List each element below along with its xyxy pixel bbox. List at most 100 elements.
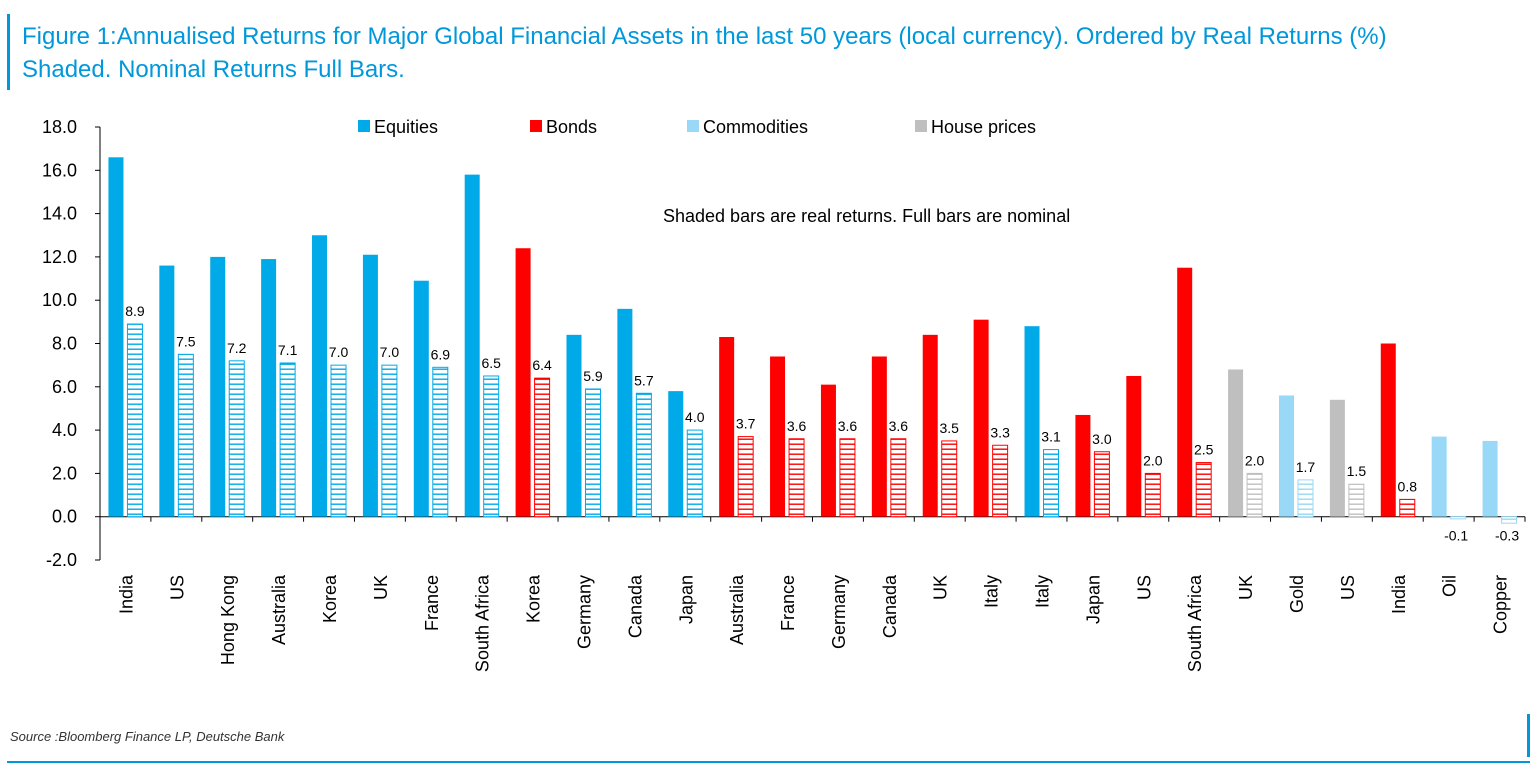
y-tick-label: 16.0 bbox=[42, 160, 77, 180]
real-bar bbox=[177, 353, 194, 518]
x-tick-label: Copper bbox=[1491, 575, 1511, 634]
real-bar bbox=[228, 360, 245, 518]
nominal-bar bbox=[922, 334, 938, 517]
x-tick-label: UK bbox=[1236, 575, 1256, 600]
nominal-bar bbox=[1126, 375, 1142, 517]
data-label: 2.0 bbox=[1245, 452, 1265, 468]
real-bar bbox=[381, 364, 398, 518]
title-bar: Figure 1:Annualised Returns for Major Gl… bbox=[7, 14, 1490, 90]
real-bar bbox=[534, 377, 551, 518]
legend: Equities Bonds Commodities House prices bbox=[358, 117, 1036, 137]
x-tick-label: France bbox=[422, 575, 442, 631]
x-tick-label: UK bbox=[371, 575, 391, 600]
data-label: -0.1 bbox=[1444, 528, 1468, 544]
data-label: 5.7 bbox=[634, 372, 654, 388]
data-label: 3.5 bbox=[939, 420, 959, 436]
data-labels: 8.9 7.5 7.2 7.1 7.0 7.0 6.9 6.5 6.4 5.9 5.7 4.0 3.7 3… bbox=[125, 303, 1519, 544]
y-tick-label: 12.0 bbox=[42, 247, 77, 267]
data-label: 1.7 bbox=[1296, 459, 1316, 475]
data-label: 2.0 bbox=[1143, 452, 1163, 468]
x-tick-label: South Africa bbox=[1185, 574, 1205, 672]
x-tick-label: Oil bbox=[1440, 575, 1460, 597]
legend-label: Commodities bbox=[703, 117, 808, 137]
nominal-bar bbox=[261, 259, 277, 517]
real-bar bbox=[1348, 483, 1365, 518]
legend-label: House prices bbox=[931, 117, 1036, 137]
real-bar bbox=[1144, 472, 1161, 518]
data-label: 0.8 bbox=[1398, 478, 1418, 494]
legend-swatch bbox=[530, 120, 542, 132]
y-tick-label: 10.0 bbox=[42, 290, 77, 310]
frame-rule-bottom bbox=[7, 761, 1530, 763]
data-label: 6.9 bbox=[431, 346, 451, 362]
y-tick-label: 2.0 bbox=[52, 463, 77, 483]
y-tick-label: 6.0 bbox=[52, 377, 77, 397]
x-tick-label: Hong Kong bbox=[218, 575, 238, 665]
data-label: 3.6 bbox=[787, 418, 807, 434]
real-bar bbox=[1246, 472, 1263, 518]
y-tick-label: 18.0 bbox=[42, 117, 77, 137]
data-label: 6.4 bbox=[532, 357, 552, 373]
data-label: 3.0 bbox=[1092, 431, 1112, 447]
x-tick-label: Italy bbox=[1033, 575, 1053, 608]
nominal-bar bbox=[617, 308, 633, 517]
real-bar bbox=[584, 388, 601, 518]
x-tick-label: US bbox=[167, 575, 187, 600]
nominal-bar bbox=[312, 235, 328, 517]
real-bar bbox=[941, 440, 958, 518]
nominal-bar bbox=[108, 157, 124, 517]
nominal-bar bbox=[1177, 267, 1193, 517]
x-tick-label: Germany bbox=[829, 575, 849, 649]
nominal-bar bbox=[1431, 436, 1447, 517]
nominal-bar bbox=[1380, 343, 1396, 517]
nominal-bar bbox=[1278, 395, 1294, 517]
y-tick-label: -2.0 bbox=[46, 550, 77, 570]
axes: -2.0 0.0 2.0 4.0 6.0 8.0 10.0 12.0 14.0 16.0 18.0 I… bbox=[42, 117, 1526, 672]
chart-title: Figure 1:Annualised Returns for Major Gl… bbox=[22, 23, 1387, 83]
legend-label: Bonds bbox=[546, 117, 597, 137]
x-tick-label: France bbox=[778, 575, 798, 631]
real-bar bbox=[126, 323, 143, 518]
data-label: 7.2 bbox=[227, 340, 247, 356]
legend-swatch bbox=[358, 120, 370, 132]
data-label: 7.0 bbox=[329, 344, 349, 360]
data-label: 5.9 bbox=[583, 368, 603, 384]
nominal-bar bbox=[1075, 414, 1091, 517]
x-tick-label: Japan bbox=[1083, 575, 1103, 624]
data-label: 3.1 bbox=[1041, 429, 1061, 445]
x-tick-label: UK bbox=[931, 575, 951, 600]
nominal-bar bbox=[1329, 399, 1345, 517]
nominal-bar bbox=[770, 356, 786, 517]
y-tick-label: 0.0 bbox=[52, 507, 77, 527]
y-tick-label: 8.0 bbox=[52, 334, 77, 354]
x-tick-label: Italy bbox=[982, 575, 1002, 608]
nominal-bar bbox=[464, 174, 480, 517]
real-bar bbox=[483, 375, 500, 518]
data-label: 6.5 bbox=[481, 355, 501, 371]
nominal-bar bbox=[362, 254, 378, 517]
nominal-bar bbox=[566, 334, 582, 517]
data-label: 8.9 bbox=[125, 303, 145, 319]
nominal-bar bbox=[210, 256, 226, 517]
x-tick-label: Australia bbox=[727, 574, 747, 645]
nominal-bar bbox=[1228, 369, 1244, 517]
real-bar bbox=[1450, 516, 1467, 520]
x-tick-label: Korea bbox=[320, 574, 340, 623]
real-bar bbox=[1093, 451, 1110, 518]
nominal-bar bbox=[515, 248, 531, 517]
nominal-bar bbox=[973, 319, 989, 517]
real-bar bbox=[1043, 449, 1060, 518]
data-label: 7.1 bbox=[278, 342, 298, 358]
data-label: 4.0 bbox=[685, 409, 705, 425]
real-bar bbox=[992, 444, 1009, 518]
bars bbox=[108, 157, 1518, 524]
x-tick-label: Korea bbox=[524, 574, 544, 623]
legend-swatch bbox=[687, 120, 699, 132]
source-note: Source :Bloomberg Finance LP, Deutsche B… bbox=[10, 729, 285, 744]
frame-rule-right bbox=[1527, 714, 1530, 757]
x-tick-label: South Africa bbox=[473, 574, 493, 672]
real-bar bbox=[788, 438, 805, 518]
x-tick-label: Germany bbox=[574, 575, 594, 649]
nominal-bar bbox=[668, 391, 684, 517]
real-bar bbox=[279, 362, 296, 518]
